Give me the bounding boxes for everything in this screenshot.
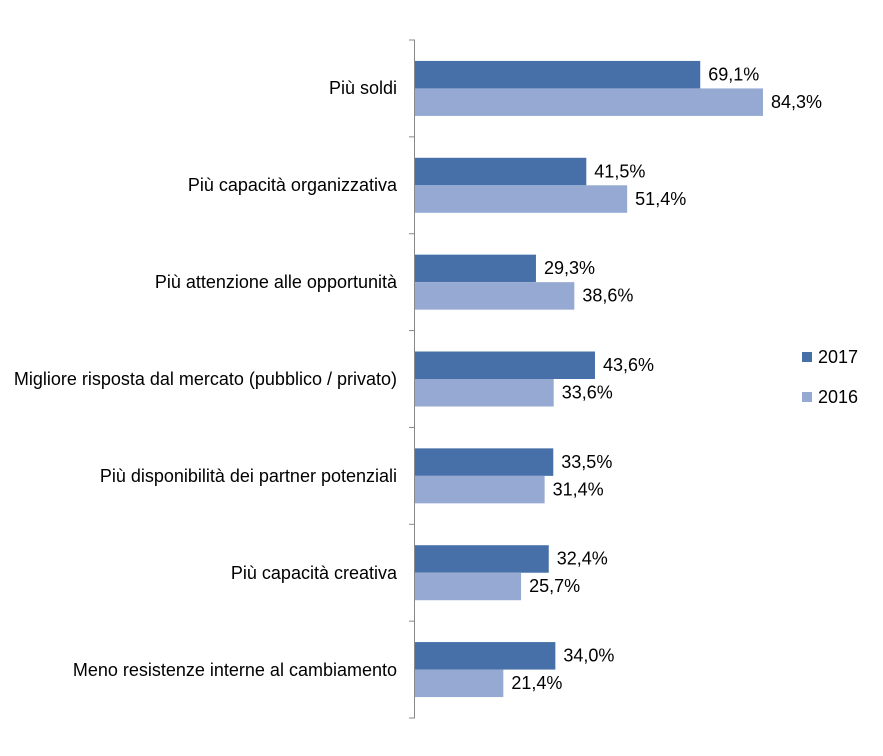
- category-label: Più capacità creativa: [230, 562, 397, 583]
- category-label: Più disponibilità dei partner potenziali: [99, 465, 397, 486]
- value-label: 34,0%: [563, 646, 614, 666]
- bar: [415, 379, 554, 407]
- bar: [415, 448, 554, 476]
- bar: [415, 351, 595, 379]
- category-label: Più capacità organizzativa: [187, 175, 397, 196]
- category-label: Più attenzione alle opportunità: [154, 272, 397, 293]
- category-label: Meno resistenze interne al cambiamento: [72, 659, 397, 680]
- bar: [415, 669, 504, 698]
- bar: [415, 157, 587, 186]
- value-label: 33,5%: [561, 452, 612, 472]
- bar: [415, 88, 763, 116]
- category-label: Più soldi: [328, 78, 397, 99]
- value-label: 32,4%: [557, 549, 608, 569]
- bar: [415, 282, 575, 310]
- legend-swatch: [802, 352, 812, 362]
- value-label: 43,6%: [603, 355, 654, 375]
- bar: [415, 572, 522, 601]
- value-label: 41,5%: [594, 161, 645, 181]
- value-label: 31,4%: [553, 479, 604, 499]
- bar: [415, 642, 556, 670]
- legend-label: 2016: [818, 387, 858, 407]
- bar: [415, 254, 536, 283]
- value-label: 29,3%: [544, 258, 595, 278]
- bar: [415, 60, 701, 89]
- value-label: 25,7%: [529, 576, 580, 596]
- legend-label: 2017: [818, 347, 858, 367]
- bar: [415, 545, 549, 573]
- value-label: 84,3%: [771, 92, 822, 112]
- bar: [415, 475, 545, 504]
- value-label: 21,4%: [511, 673, 562, 693]
- value-label: 33,6%: [562, 383, 613, 403]
- legend-swatch: [802, 392, 812, 402]
- value-label: 38,6%: [582, 286, 633, 306]
- bar: [415, 185, 628, 213]
- value-label: 51,4%: [635, 189, 686, 209]
- category-label: Migliore risposta dal mercato (pubblico …: [13, 369, 397, 389]
- value-label: 69,1%: [708, 64, 759, 84]
